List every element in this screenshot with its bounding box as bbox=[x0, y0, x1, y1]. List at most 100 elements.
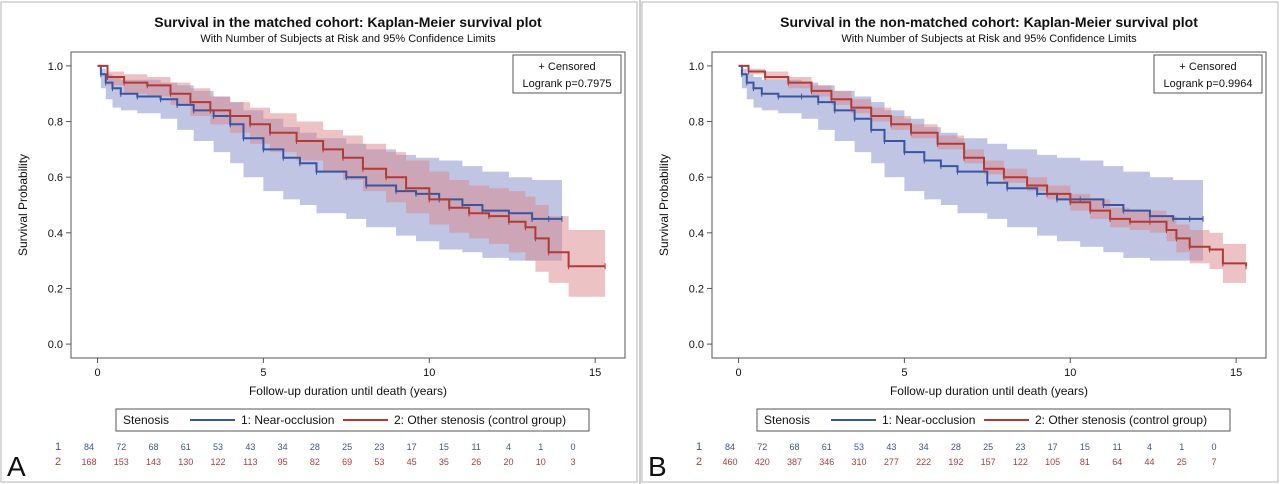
at-risk-value: 44 bbox=[1144, 457, 1154, 467]
legend-title: Stenosis bbox=[764, 413, 810, 427]
chart-title: Survival in the non-matched cohort: Kapl… bbox=[780, 14, 1198, 30]
inset-frame bbox=[1153, 54, 1263, 94]
at-risk-value: 0 bbox=[1211, 442, 1216, 452]
x-axis-label: Follow-up duration until death (years) bbox=[890, 384, 1088, 398]
chart-panel-b: Survival in the non-matched cohort: Kapl… bbox=[641, 1, 1279, 483]
x-axis-label: Follow-up duration until death (years) bbox=[249, 384, 447, 398]
at-risk-value: 1 bbox=[1179, 442, 1184, 452]
at-risk-value: 15 bbox=[1080, 442, 1090, 452]
at-risk-value: 11 bbox=[472, 442, 481, 452]
at-risk-value: 346 bbox=[819, 457, 834, 467]
inset-logrank: Logrank p=0.7975 bbox=[523, 78, 612, 90]
at-risk-value: 7 bbox=[1211, 457, 1216, 467]
at-risk-value: 0 bbox=[570, 442, 575, 452]
at-risk-value: 153 bbox=[114, 457, 129, 467]
survival-line-series-2 bbox=[738, 64, 1248, 267]
y-tick-label: 1.0 bbox=[48, 61, 63, 73]
y-tick-label: 0.4 bbox=[48, 228, 63, 240]
y-tick-label: 0.2 bbox=[689, 283, 704, 295]
x-tick-label: 5 bbox=[901, 367, 907, 379]
inset-censored: + Censored bbox=[1179, 61, 1236, 73]
y-axis-label: Survival Probability bbox=[657, 154, 671, 256]
at-risk-value: 122 bbox=[1013, 457, 1028, 467]
at-risk-value: 277 bbox=[884, 457, 899, 467]
at-risk-value: 113 bbox=[243, 457, 257, 467]
at-risk-value: 84 bbox=[725, 442, 735, 452]
legend-label-series-2: 2: Other stenosis (control group) bbox=[394, 413, 566, 427]
at-risk-value: 387 bbox=[787, 457, 802, 467]
at-risk-value: 43 bbox=[886, 442, 896, 452]
at-risk-value: 72 bbox=[757, 442, 767, 452]
at-risk-value: 69 bbox=[342, 457, 352, 467]
at-risk-value: 460 bbox=[722, 457, 737, 467]
at-risk-value: 1 bbox=[538, 442, 543, 452]
confidence-band-series-2 bbox=[738, 65, 1247, 286]
inset-logrank: Logrank p=0.9964 bbox=[1164, 78, 1253, 90]
at-risk-value: 28 bbox=[310, 442, 320, 452]
at-risk-value: 61 bbox=[181, 442, 191, 452]
legend-label-series-1: 1: Near-occlusion bbox=[882, 413, 975, 427]
at-risk-value: 43 bbox=[245, 442, 255, 452]
chart-subtitle: With Number of Subjects at Risk and 95% … bbox=[200, 33, 496, 45]
inset-frame bbox=[512, 54, 622, 94]
at-risk-value: 72 bbox=[116, 442, 126, 452]
at-risk-value: 17 bbox=[1048, 442, 1058, 452]
at-risk-value: 28 bbox=[951, 442, 961, 452]
at-risk-group-label-2: 2 bbox=[55, 456, 61, 468]
chart-title: Survival in the matched cohort: Kaplan-M… bbox=[154, 14, 542, 30]
at-risk-value: 68 bbox=[149, 442, 159, 452]
at-risk-value: 25 bbox=[1177, 457, 1187, 467]
y-tick-label: 0.8 bbox=[689, 117, 704, 129]
chart-panel-a: Survival in the matched cohort: Kaplan-M… bbox=[0, 1, 638, 483]
x-tick-label: 0 bbox=[735, 367, 741, 379]
at-risk-group-label-2: 2 bbox=[696, 456, 702, 468]
at-risk-value: 122 bbox=[211, 457, 226, 467]
at-risk-value: 23 bbox=[1015, 442, 1025, 452]
y-tick-label: 0.0 bbox=[689, 339, 704, 351]
y-tick-label: 0.6 bbox=[48, 172, 63, 184]
at-risk-value: 25 bbox=[983, 442, 993, 452]
at-risk-value: 53 bbox=[854, 442, 864, 452]
x-tick-label: 10 bbox=[1064, 367, 1076, 379]
at-risk-value: 105 bbox=[1045, 457, 1060, 467]
panel-frame bbox=[0, 1, 638, 483]
at-risk-value: 17 bbox=[407, 442, 417, 452]
y-tick-label: 0.2 bbox=[48, 283, 63, 295]
y-axis-label: Survival Probability bbox=[16, 154, 30, 256]
at-risk-group-label-1: 1 bbox=[55, 441, 61, 453]
at-risk-value: 26 bbox=[471, 457, 481, 467]
inset-censored: + Censored bbox=[538, 61, 595, 73]
at-risk-value: 4 bbox=[1147, 442, 1152, 452]
at-risk-value: 157 bbox=[981, 457, 996, 467]
y-tick-label: 0.0 bbox=[48, 339, 63, 351]
at-risk-value: 64 bbox=[1112, 457, 1122, 467]
confidence-band-series-2 bbox=[97, 65, 606, 297]
panel-label: B bbox=[648, 451, 667, 482]
inset-box: + Censored Logrank p=0.9964 bbox=[1153, 54, 1263, 94]
x-tick-label: 15 bbox=[589, 367, 601, 379]
at-risk-value: 84 bbox=[84, 442, 94, 452]
x-tick-label: 5 bbox=[260, 367, 266, 379]
at-risk-value: 68 bbox=[790, 442, 800, 452]
legend-label-series-1: 1: Near-occlusion bbox=[241, 413, 334, 427]
at-risk-value: 34 bbox=[919, 442, 929, 452]
at-risk-value: 11 bbox=[1113, 442, 1122, 452]
at-risk-value: 4 bbox=[506, 442, 511, 452]
at-risk-value: 53 bbox=[213, 442, 223, 452]
legend: Stenosis 1: Near-occlusion 2: Other stenos… bbox=[115, 408, 590, 432]
at-risk-value: 15 bbox=[439, 442, 449, 452]
chart-subtitle: With Number of Subjects at Risk and 95% … bbox=[841, 33, 1137, 45]
at-risk-value: 61 bbox=[822, 442, 832, 452]
at-risk-value: 10 bbox=[536, 457, 546, 467]
at-risk-value: 23 bbox=[374, 442, 384, 452]
inset-box: + Censored Logrank p=0.7975 bbox=[512, 54, 622, 94]
at-risk-value: 3 bbox=[570, 457, 575, 467]
at-risk-value: 34 bbox=[278, 442, 288, 452]
at-risk-value: 222 bbox=[916, 457, 931, 467]
at-risk-value: 53 bbox=[374, 457, 384, 467]
y-tick-label: 0.6 bbox=[689, 172, 704, 184]
at-risk-value: 310 bbox=[852, 457, 867, 467]
at-risk-value: 35 bbox=[439, 457, 449, 467]
at-risk-value: 192 bbox=[948, 457, 963, 467]
